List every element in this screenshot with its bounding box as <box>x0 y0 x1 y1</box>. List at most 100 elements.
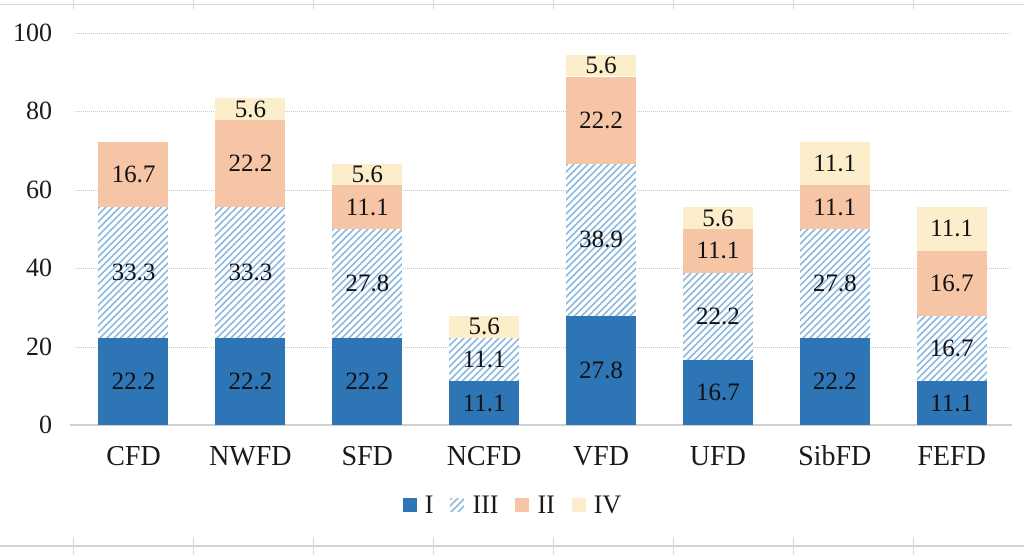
bar-segment-III-CFD: 33.3 <box>98 207 169 338</box>
data-label: 16.7 <box>929 335 974 363</box>
legend-label: IV <box>593 490 622 519</box>
bar-segment-I-NCFD: 11.1 <box>449 381 520 425</box>
sheet-gridline-horizontal <box>0 4 1024 5</box>
bar-segment-I-NWFD: 22.2 <box>215 337 286 425</box>
bar-segment-III-SibFD: 27.8 <box>799 229 870 338</box>
sheet-gridline-vertical <box>193 537 194 555</box>
category-label-UFD: UFD <box>689 441 746 472</box>
sheet-gridline-vertical <box>793 537 794 555</box>
sheet-gridline-vertical <box>73 0 74 9</box>
bar-segment-I-CFD: 22.2 <box>98 337 169 425</box>
data-label: 22.2 <box>345 367 390 395</box>
y-axis-tick-label: 40 <box>26 253 52 283</box>
data-label: 5.6 <box>351 161 383 188</box>
sheet-gridline-vertical <box>673 0 674 9</box>
data-label: 11.1 <box>345 193 389 221</box>
sheet-gridline-horizontal <box>0 545 1024 547</box>
data-label: 22.2 <box>579 106 623 134</box>
category-label-FEFD: FEFD <box>917 441 986 472</box>
bar-segment-II-NWFD: 22.2 <box>215 120 286 208</box>
data-label: 11.1 <box>813 150 857 178</box>
bar-segment-IV-NCFD: 5.6 <box>449 313 520 341</box>
bar-segment-II-VFD: 22.2 <box>565 76 636 164</box>
data-label: 16.7 <box>929 269 974 297</box>
bar-segment-III-SFD: 27.8 <box>332 229 403 338</box>
bar-segment-I-VFD: 27.8 <box>565 316 636 425</box>
data-label: 5.6 <box>234 95 266 123</box>
bar-segment-III-NCFD: 11.1 <box>449 337 520 382</box>
x-axis-line <box>70 424 1012 426</box>
gridline <box>75 189 1010 191</box>
data-label: 33.3 <box>228 259 273 287</box>
bar-segment-IV-SibFD: 11.1 <box>799 141 870 186</box>
data-label: 11.1 <box>696 237 740 265</box>
bar-segment-II-FEFD: 16.7 <box>916 250 987 316</box>
gridline <box>75 33 1010 34</box>
sheet-gridline-vertical <box>553 0 554 9</box>
legend-label: III <box>472 490 499 519</box>
sheet-gridline-vertical <box>73 537 74 555</box>
bar-segment-IV-NWFD: 5.6 <box>215 95 286 123</box>
sheet-gridline-vertical <box>313 537 314 555</box>
legend-swatch-I <box>402 498 417 512</box>
sheet-gridline-vertical <box>433 537 434 555</box>
data-label: 11.1 <box>462 346 506 374</box>
category-label-SibFD: SibFD <box>798 441 872 472</box>
data-label: 16.7 <box>111 161 156 189</box>
bar-segment-IV-SFD: 5.6 <box>332 161 403 188</box>
data-label: 22.2 <box>228 150 273 178</box>
legend-label: II <box>537 490 555 519</box>
data-label: 22.2 <box>228 367 273 395</box>
sheet-gridline-vertical <box>313 0 314 9</box>
data-label: 22.2 <box>812 367 857 395</box>
bar-segment-II-CFD: 16.7 <box>98 141 169 208</box>
gridline <box>75 268 1010 270</box>
bar-segment-III-FEFD: 16.7 <box>916 316 987 382</box>
legend-swatch-IV <box>571 498 586 512</box>
data-label: 27.8 <box>812 269 857 297</box>
sheet-gridline-vertical <box>913 537 914 555</box>
data-label: 11.1 <box>930 215 973 243</box>
sheet-gridline-vertical <box>673 537 674 555</box>
legend-swatch-II <box>515 498 530 512</box>
sheet-gridline-vertical <box>793 0 794 9</box>
data-label: 16.7 <box>695 378 740 406</box>
legend-item-I: I <box>402 492 433 518</box>
data-label: 38.9 <box>579 226 623 254</box>
category-label-CFD: CFD <box>106 441 161 472</box>
data-label: 22.2 <box>111 367 156 395</box>
bar-segment-I-SibFD: 22.2 <box>799 337 870 425</box>
bar-segment-I-FEFD: 11.1 <box>916 381 987 425</box>
data-label: 5.6 <box>702 204 734 232</box>
bar-segment-III-VFD: 38.9 <box>565 163 636 317</box>
data-label: 11.1 <box>813 193 857 221</box>
y-axis-tick-label: 20 <box>26 331 52 361</box>
data-label: 5.6 <box>468 313 500 341</box>
legend-item-III: III <box>450 492 498 518</box>
bar-segment-III-UFD: 22.2 <box>682 272 753 360</box>
category-label-NWFD: NWFD <box>209 441 292 472</box>
bar-segment-IV-VFD: 5.6 <box>565 52 636 80</box>
data-label: 27.8 <box>579 357 623 384</box>
bar-segment-IV-FEFD: 11.1 <box>916 207 987 251</box>
bar-segment-II-UFD: 11.1 <box>682 229 753 273</box>
data-label: 33.3 <box>111 259 156 287</box>
legend-swatch-III <box>450 498 465 512</box>
bar-segment-II-SibFD: 11.1 <box>799 185 870 229</box>
data-label: 5.6 <box>585 52 617 80</box>
data-label: 11.1 <box>462 389 506 417</box>
legend-item-II: II <box>515 490 555 519</box>
sheet-gridline-vertical <box>193 0 194 9</box>
y-axis-tick-label: 60 <box>26 174 52 204</box>
data-label: 22.2 <box>695 302 740 330</box>
gridline <box>75 111 1010 113</box>
y-axis-tick-label: 0 <box>39 410 52 439</box>
sheet-gridline-vertical <box>913 0 914 9</box>
bar-segment-III-NWFD: 33.3 <box>215 207 286 338</box>
y-axis-tick-label: 80 <box>26 96 52 126</box>
bar-segment-IV-UFD: 5.6 <box>682 204 753 232</box>
bar-segment-II-SFD: 11.1 <box>332 185 403 229</box>
y-axis-tick-label: 100 <box>13 18 52 47</box>
gridline <box>75 346 1010 348</box>
